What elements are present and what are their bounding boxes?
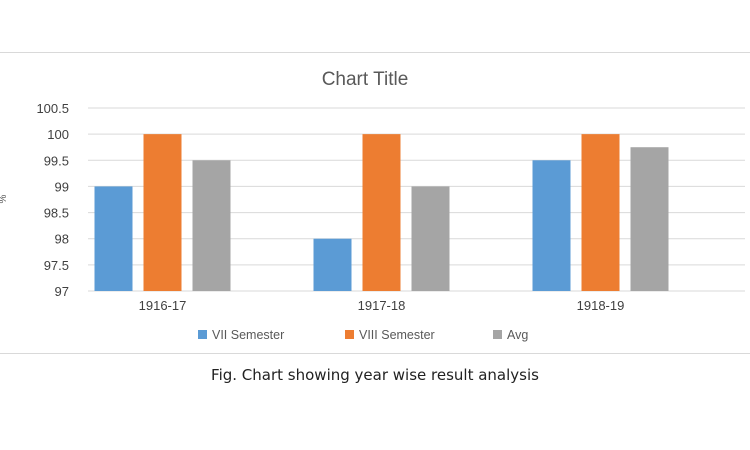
x-tick-label: 1917-18 [358, 298, 406, 313]
x-axis-ticks: 1916-17 1917-18 1918-19 [139, 298, 625, 313]
bar-chart: Chart Title % 97 97.5 98 98.5 99 99.5 100 100.5… [0, 69, 745, 342]
y-tick-label: 97.5 [44, 258, 69, 273]
y-axis-label: % [0, 194, 9, 203]
y-tick-label: 100.5 [36, 101, 69, 116]
bar-avg-1918-19 [630, 147, 669, 291]
bar-vii-semester-1918-19 [532, 160, 571, 291]
legend-label: VII Semester [212, 328, 284, 342]
figure-caption: Fig. Chart showing year wise result anal… [211, 366, 539, 384]
bar-viii-semester-1916-17 [143, 134, 182, 291]
legend-label: Avg [507, 328, 528, 342]
legend-swatch [345, 330, 354, 339]
x-tick-label: 1918-19 [577, 298, 625, 313]
x-tick-label: 1916-17 [139, 298, 187, 313]
bars [94, 134, 669, 291]
bar-vii-semester-1916-17 [94, 186, 133, 291]
legend-swatch [198, 330, 207, 339]
y-tick-label: 97 [55, 284, 69, 299]
y-tick-label: 100 [47, 127, 69, 142]
bar-avg-1917-18 [411, 186, 450, 291]
legend: VII Semester VIII Semester Avg [198, 328, 528, 342]
bar-viii-semester-1918-19 [581, 134, 620, 291]
y-tick-label: 98 [55, 232, 69, 247]
bar-viii-semester-1917-18 [362, 134, 401, 291]
y-axis-ticks: 97 97.5 98 98.5 99 99.5 100 100.5 [36, 101, 69, 299]
y-tick-label: 99 [55, 179, 69, 194]
y-tick-label: 98.5 [44, 206, 69, 221]
bar-avg-1916-17 [192, 160, 231, 291]
chart-frame: Chart Title % 97 97.5 98 98.5 99 99.5 100 100.5… [0, 52, 750, 354]
y-tick-label: 99.5 [44, 153, 69, 168]
legend-swatch [493, 330, 502, 339]
bar-vii-semester-1917-18 [313, 238, 352, 291]
chart-title: Chart Title [322, 69, 409, 90]
legend-label: VIII Semester [359, 328, 435, 342]
